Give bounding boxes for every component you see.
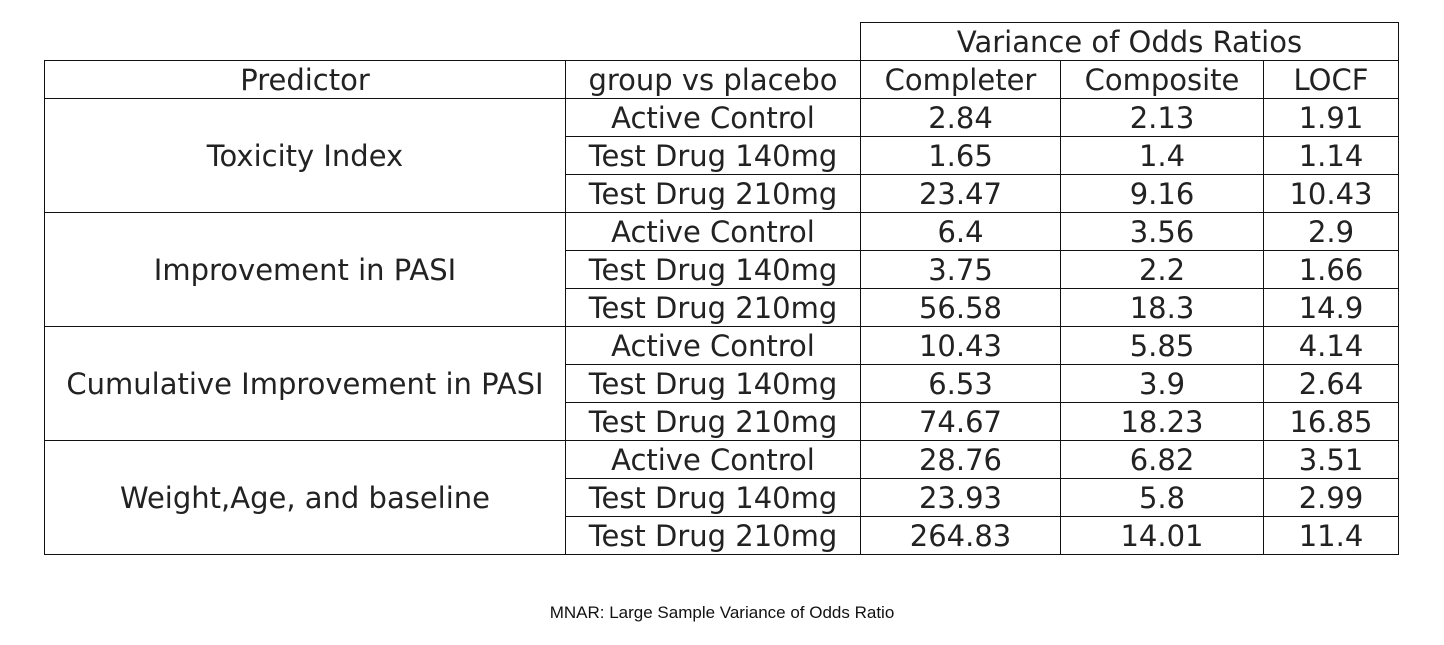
locf-cell: 2.64 [1263, 364, 1399, 403]
table-row: Test Drug 210mg 74.67 18.23 16.85 [45, 402, 1399, 441]
completer-cell: 56.58 [860, 288, 1061, 327]
composite-cell: 18.23 [1060, 402, 1264, 441]
table-row: Improvement in PASI Active Control 6.4 3… [44, 212, 1399, 327]
group-cell: Test Drug 140mg [565, 250, 861, 289]
predictor-cell: Cumulative Improvement in PASI [44, 326, 566, 441]
column-header-group: group vs placebo [565, 60, 861, 99]
completer-cell: 10.43 [860, 326, 1061, 365]
composite-cell: 6.82 [1060, 440, 1264, 479]
locf-cell: 11.4 [1263, 516, 1399, 555]
table-row: Test Drug 210mg 264.83 14.01 11.4 [45, 516, 1399, 555]
completer-cell: 23.47 [860, 174, 1061, 213]
predictor-cell: Improvement in PASI [44, 212, 566, 327]
completer-cell: 3.75 [860, 250, 1061, 289]
composite-cell: 1.4 [1060, 136, 1264, 175]
locf-cell: 1.66 [1263, 250, 1399, 289]
table-row: Toxicity Index Active Control 2.84 2.13 … [44, 98, 1399, 213]
super-header-variance: Variance of Odds Ratios [860, 22, 1399, 61]
column-header-completer: Completer [860, 60, 1061, 99]
completer-cell: 264.83 [860, 516, 1061, 555]
group-cell: Test Drug 140mg [565, 364, 861, 403]
table-row: Test Drug 210mg 56.58 18.3 14.9 [45, 288, 1399, 327]
completer-cell: 1.65 [860, 136, 1061, 175]
predictor-cell: Weight,Age, and baseline [44, 440, 566, 555]
locf-cell: 4.14 [1263, 326, 1399, 365]
composite-cell: 9.16 [1060, 174, 1264, 213]
locf-cell: 2.9 [1263, 212, 1399, 251]
table-caption: MNAR: Large Sample Variance of Odds Rati… [549, 603, 895, 622]
locf-cell: 1.14 [1263, 136, 1399, 175]
group-cell: Test Drug 140mg [565, 478, 861, 517]
column-header-locf: LOCF [1263, 60, 1399, 99]
column-header-composite: Composite [1060, 60, 1264, 99]
composite-cell: 2.13 [1060, 98, 1264, 137]
locf-cell: 2.99 [1263, 478, 1399, 517]
table-row: Cumulative Improvement in PASI Active Co… [44, 326, 1399, 441]
odds-ratio-variance-table: Variance of Odds Ratios Predictor group … [44, 22, 1399, 555]
table-row: Test Drug 140mg 23.93 5.8 2.99 [45, 478, 1399, 517]
group-cell: Active Control [565, 326, 861, 365]
column-header-predictor: Predictor [44, 60, 566, 99]
column-header-row: Predictor group vs placebo Completer Com… [44, 60, 1399, 99]
locf-cell: 3.51 [1263, 440, 1399, 479]
locf-cell: 1.91 [1263, 98, 1399, 137]
locf-cell: 14.9 [1263, 288, 1399, 327]
group-cell: Test Drug 210mg [565, 174, 861, 213]
composite-cell: 2.2 [1060, 250, 1264, 289]
completer-cell: 28.76 [860, 440, 1061, 479]
super-header-row: Variance of Odds Ratios [45, 22, 1399, 61]
table-row: Test Drug 140mg 6.53 3.9 2.64 [45, 364, 1399, 403]
completer-cell: 2.84 [860, 98, 1061, 137]
composite-cell: 5.8 [1060, 478, 1264, 517]
group-cell: Active Control [565, 98, 861, 137]
completer-cell: 23.93 [860, 478, 1061, 517]
table-row: Test Drug 140mg 3.75 2.2 1.66 [45, 250, 1399, 289]
completer-cell: 74.67 [860, 402, 1061, 441]
composite-cell: 18.3 [1060, 288, 1264, 327]
completer-cell: 6.53 [860, 364, 1061, 403]
super-header-spacer [45, 23, 861, 61]
composite-cell: 3.9 [1060, 364, 1264, 403]
composite-cell: 14.01 [1060, 516, 1264, 555]
completer-cell: 6.4 [860, 212, 1061, 251]
group-cell: Active Control [565, 440, 861, 479]
predictor-cell: Toxicity Index [44, 98, 566, 213]
table-row: Weight,Age, and baseline Active Control … [44, 440, 1399, 555]
group-cell: Test Drug 210mg [565, 402, 861, 441]
composite-cell: 5.85 [1060, 326, 1264, 365]
group-cell: Test Drug 210mg [565, 288, 861, 327]
composite-cell: 3.56 [1060, 212, 1264, 251]
group-cell: Test Drug 140mg [565, 136, 861, 175]
locf-cell: 16.85 [1263, 402, 1399, 441]
group-cell: Test Drug 210mg [565, 516, 861, 555]
locf-cell: 10.43 [1263, 174, 1399, 213]
group-cell: Active Control [565, 212, 861, 251]
